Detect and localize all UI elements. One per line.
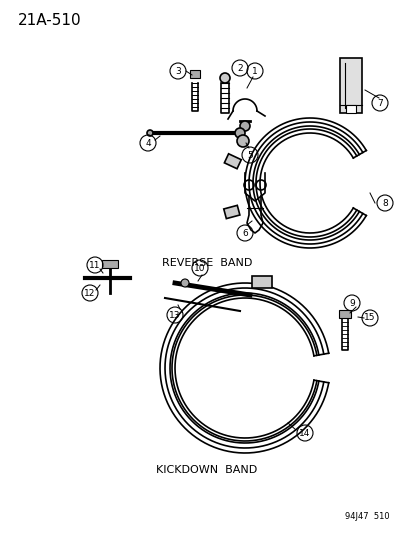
Text: 11: 11 — [89, 261, 100, 270]
Text: 5: 5 — [247, 150, 252, 159]
Bar — [345, 105, 355, 113]
Circle shape — [236, 135, 248, 147]
Text: KICKDOWN  BAND: KICKDOWN BAND — [156, 465, 257, 475]
Circle shape — [147, 130, 153, 136]
Text: 3: 3 — [175, 67, 180, 76]
Bar — [338, 310, 350, 318]
Bar — [251, 276, 271, 288]
Text: 21A-510: 21A-510 — [18, 13, 81, 28]
Text: 8: 8 — [381, 198, 387, 207]
Circle shape — [180, 279, 189, 287]
Text: 13: 13 — [169, 311, 180, 319]
Text: 7: 7 — [376, 99, 382, 108]
Text: 1: 1 — [252, 67, 257, 76]
Bar — [224, 154, 241, 169]
Text: 12: 12 — [84, 288, 95, 297]
Text: 10: 10 — [194, 263, 205, 272]
Bar — [102, 260, 118, 268]
Text: 15: 15 — [363, 313, 375, 322]
Text: 94J47  510: 94J47 510 — [344, 512, 389, 521]
Text: 6: 6 — [242, 229, 247, 238]
Bar — [339, 58, 361, 113]
Text: 4: 4 — [145, 139, 150, 148]
Text: REVERSE  BAND: REVERSE BAND — [161, 258, 252, 268]
Text: 14: 14 — [299, 429, 310, 438]
Bar — [190, 70, 199, 78]
Circle shape — [240, 121, 249, 131]
Text: 2: 2 — [237, 63, 242, 72]
Bar — [223, 205, 239, 219]
Circle shape — [235, 128, 244, 138]
Circle shape — [219, 73, 230, 83]
Text: 9: 9 — [348, 298, 354, 308]
